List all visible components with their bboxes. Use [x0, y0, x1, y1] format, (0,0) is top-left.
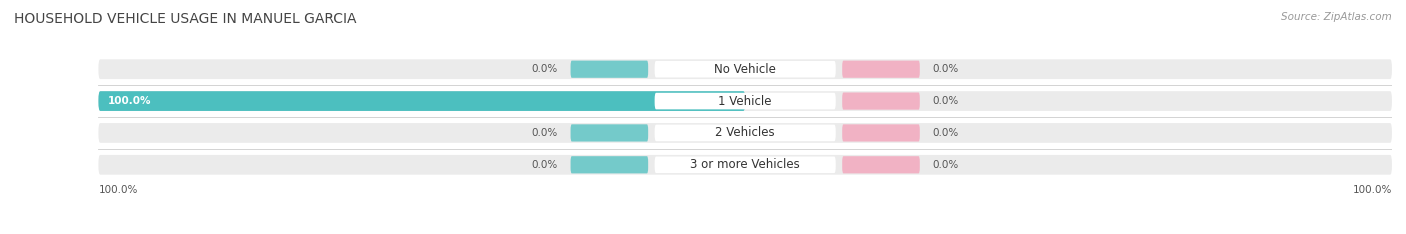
Text: 0.0%: 0.0% — [932, 128, 959, 138]
Text: 0.0%: 0.0% — [531, 64, 558, 74]
FancyBboxPatch shape — [98, 123, 1392, 143]
Text: 0.0%: 0.0% — [531, 160, 558, 170]
FancyBboxPatch shape — [842, 92, 920, 110]
Text: 100.0%: 100.0% — [98, 185, 138, 195]
FancyBboxPatch shape — [98, 155, 1392, 175]
Text: 2 Vehicles: 2 Vehicles — [716, 126, 775, 139]
Text: 0.0%: 0.0% — [932, 64, 959, 74]
FancyBboxPatch shape — [655, 61, 835, 77]
FancyBboxPatch shape — [98, 59, 1392, 79]
FancyBboxPatch shape — [842, 124, 920, 142]
Text: HOUSEHOLD VEHICLE USAGE IN MANUEL GARCIA: HOUSEHOLD VEHICLE USAGE IN MANUEL GARCIA — [14, 12, 357, 26]
FancyBboxPatch shape — [98, 91, 745, 111]
FancyBboxPatch shape — [842, 156, 920, 173]
Text: 1 Vehicle: 1 Vehicle — [718, 95, 772, 108]
FancyBboxPatch shape — [655, 93, 835, 109]
Text: 3 or more Vehicles: 3 or more Vehicles — [690, 158, 800, 171]
FancyBboxPatch shape — [655, 125, 835, 141]
FancyBboxPatch shape — [571, 156, 648, 173]
Text: 100.0%: 100.0% — [108, 96, 152, 106]
FancyBboxPatch shape — [655, 157, 835, 173]
Text: 0.0%: 0.0% — [531, 128, 558, 138]
Text: 0.0%: 0.0% — [932, 96, 959, 106]
Text: Source: ZipAtlas.com: Source: ZipAtlas.com — [1281, 12, 1392, 22]
FancyBboxPatch shape — [571, 61, 648, 78]
Text: 100.0%: 100.0% — [1353, 185, 1392, 195]
Text: 0.0%: 0.0% — [932, 160, 959, 170]
FancyBboxPatch shape — [571, 124, 648, 142]
FancyBboxPatch shape — [98, 91, 1392, 111]
FancyBboxPatch shape — [842, 61, 920, 78]
Text: No Vehicle: No Vehicle — [714, 63, 776, 76]
